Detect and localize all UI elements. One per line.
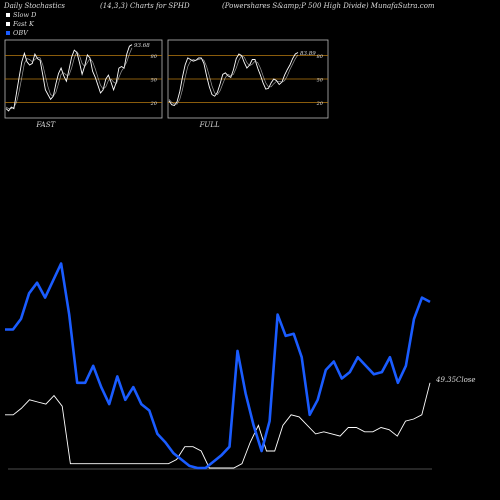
- legend-label: Slow D: [13, 11, 37, 19]
- full-tick-label-20: 20: [316, 101, 324, 107]
- legend-swatch: [6, 31, 10, 35]
- fast-tick-label-20: 20: [150, 101, 158, 107]
- fast-value-label: 93.68: [134, 43, 150, 49]
- header-right: (Powershares S&amp;P 500 High Divide) Mu…: [222, 2, 435, 10]
- series-obv: [5, 262, 431, 470]
- full-panel-title: FULL: [199, 121, 220, 129]
- legend-item-fast-k: Fast K: [6, 20, 34, 28]
- series-close: [5, 382, 431, 469]
- full-series-full-k: [168, 52, 299, 107]
- header-left: Daily Stochastics: [4, 2, 66, 10]
- fast-series-fast-k: [5, 44, 133, 112]
- legend-swatch: [6, 13, 10, 17]
- full-value-label: 83.89: [300, 51, 316, 57]
- close-value-suffix: Close: [456, 376, 476, 384]
- full-tick-label-80: 80: [317, 54, 324, 60]
- close-value-label: 49.35: [435, 376, 457, 384]
- fast-tick-label-80: 80: [151, 54, 158, 60]
- fast-panel-title: FAST: [35, 121, 56, 129]
- fast-series-slow-d: [5, 47, 133, 109]
- header-middle: (14,3,3) Charts for SPHD: [100, 2, 190, 10]
- full-series-full-d: [168, 54, 299, 105]
- legend-item-obv: OBV: [6, 29, 28, 37]
- legend-swatch: [6, 22, 10, 26]
- legend-label: OBV: [13, 29, 28, 37]
- fast-tick-label-50: 50: [151, 78, 158, 84]
- legend-label: Fast K: [13, 20, 34, 28]
- legend-item-slow-d: Slow D: [6, 11, 36, 19]
- full-tick-label-50: 50: [317, 78, 324, 84]
